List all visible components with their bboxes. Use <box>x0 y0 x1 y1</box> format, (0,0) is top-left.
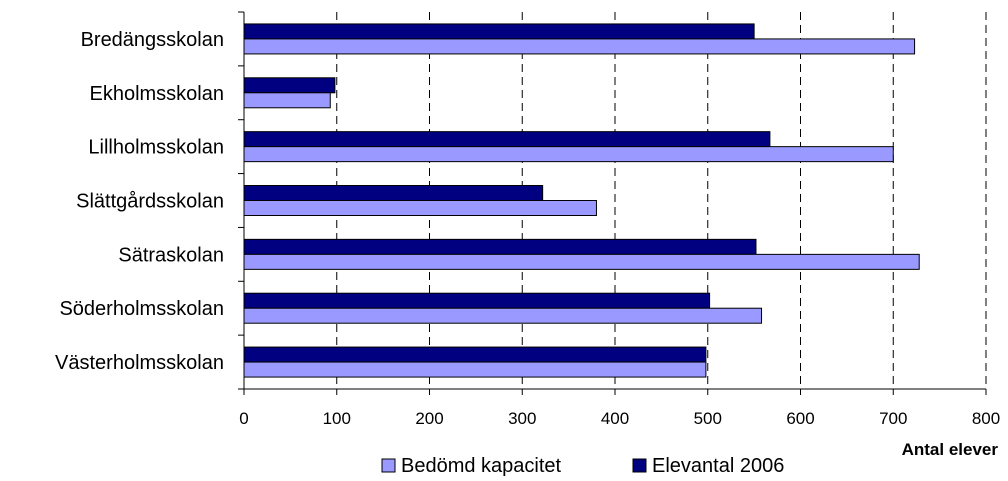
bar-kapacitet <box>243 253 920 270</box>
x-tick-label: 400 <box>601 409 629 428</box>
bar-elevantal <box>243 23 755 40</box>
x-axis-title: Antal elever <box>902 440 999 459</box>
category-label: Söderholmsskolan <box>59 298 224 320</box>
bar-kapacitet <box>243 38 916 55</box>
tick-labels: 0 100 200 300 400 500 600 700 800 <box>239 409 1000 428</box>
x-tick-label: 300 <box>508 409 536 428</box>
category-label: Sätraskolan <box>118 244 224 266</box>
category-label: Västerholmsskolan <box>55 352 224 374</box>
x-tick-label: 700 <box>879 409 907 428</box>
axes <box>238 11 987 395</box>
x-tick-label: 100 <box>323 409 351 428</box>
x-tick-label: 600 <box>786 409 814 428</box>
x-tick-label: 500 <box>694 409 722 428</box>
legend-label: Bedömd kapacitet <box>401 455 562 477</box>
bar-elevantal <box>243 185 544 201</box>
category-label: Lillholmsskolan <box>88 137 224 159</box>
bar-elevantal <box>243 346 707 363</box>
legend-swatch <box>381 458 396 473</box>
bars <box>243 23 920 378</box>
category-labels: Bredängsskolan Ekholmsskolan Lillholmsskol… <box>55 29 224 374</box>
category-label: Slättgårdsskolan <box>76 191 224 213</box>
category-label: Ekholmsskolan <box>89 83 224 105</box>
x-tick-label: 0 <box>239 409 248 428</box>
bar-kapacitet <box>243 361 707 378</box>
legend-label: Elevantal 2006 <box>652 455 784 477</box>
legend: Bedömd kapacitet Elevantal 2006 <box>381 455 784 477</box>
bar-elevantal <box>243 238 757 255</box>
bar-elevantal <box>243 131 771 148</box>
bar-kapacitet <box>243 200 597 216</box>
bar-kapacitet <box>243 307 763 324</box>
x-tick-label: 200 <box>415 409 443 428</box>
bar-elevantal <box>243 77 336 94</box>
legend-swatch <box>632 458 647 473</box>
bar-elevantal <box>243 292 711 309</box>
category-label: Bredängsskolan <box>81 29 224 51</box>
bar-kapacitet <box>243 146 894 163</box>
x-tick-label: 800 <box>972 409 1000 428</box>
bar-kapacitet <box>243 92 331 109</box>
